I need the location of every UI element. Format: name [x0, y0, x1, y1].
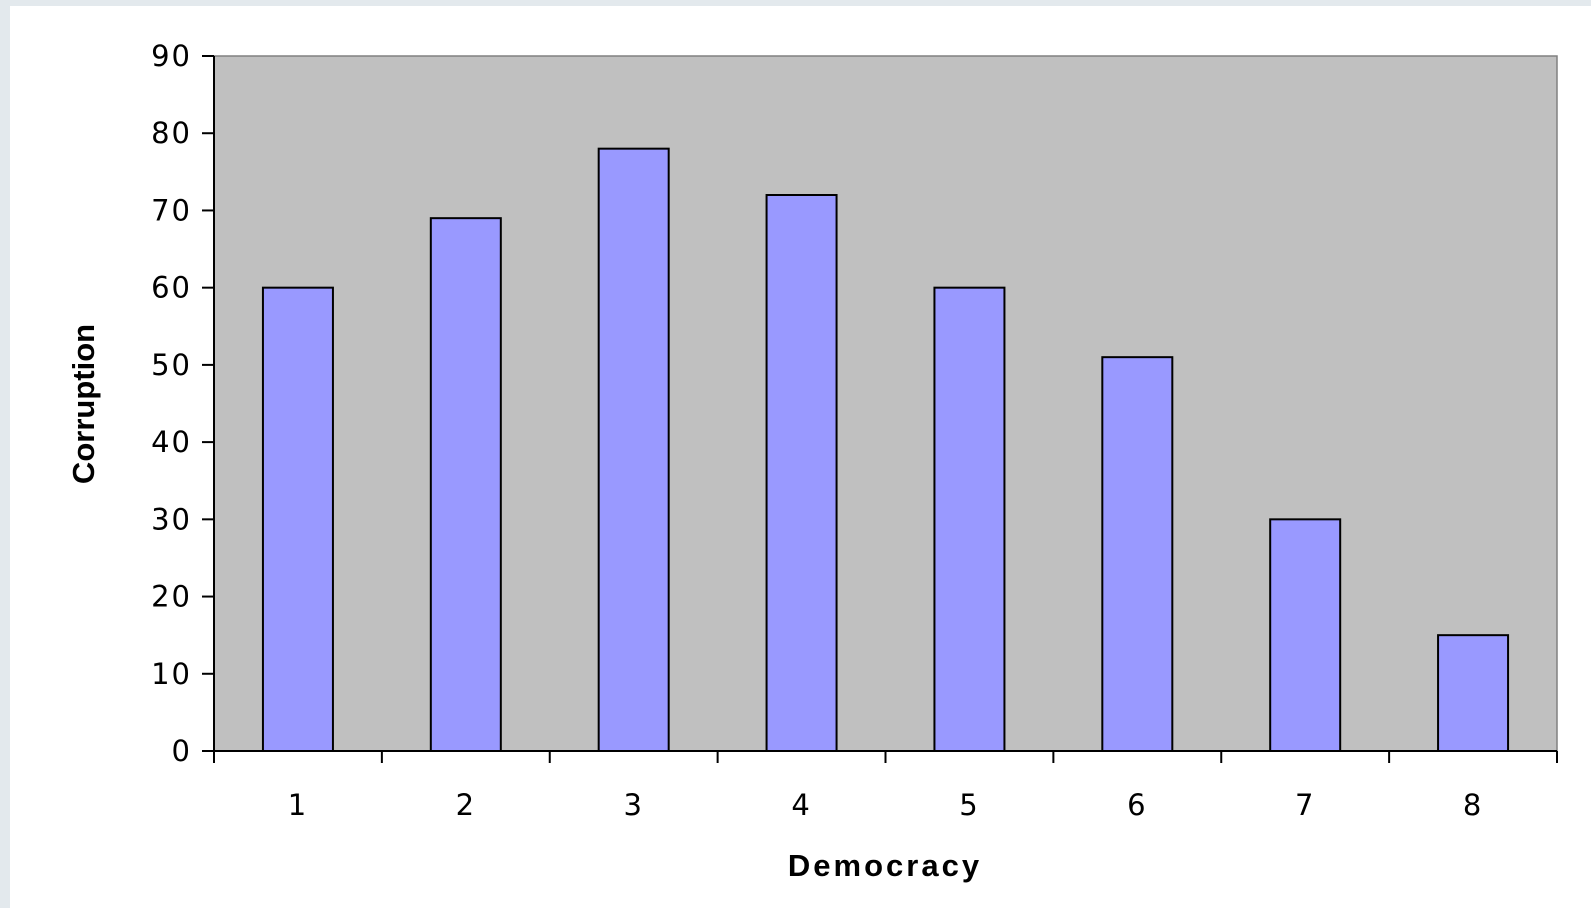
y-axis-title: Corruption: [66, 324, 101, 484]
bar-7: [1269, 518, 1342, 752]
bar-chart: 0 10 20 30 40 50 60 70 80 90 1 2 3 4 5 6 7 8 Democracy Co…: [66, 39, 1558, 883]
y-tick-label-0: 0: [172, 734, 192, 768]
plot-area: [213, 55, 1558, 752]
bars-group: [261, 147, 1510, 753]
bar-6: [1101, 356, 1174, 752]
bar-3: [597, 147, 670, 752]
bar-4: [765, 194, 838, 752]
y-tick-label-80: 80: [151, 116, 192, 150]
y-tick-label-50: 50: [151, 348, 192, 382]
tick-labels-group: 0 10 20 30 40 50 60 70 80 90 1 2 3 4 5 6 7 8: [151, 39, 1483, 822]
y-tick-label-90: 90: [151, 39, 192, 73]
axes-group: [202, 55, 1558, 763]
x-tick-label-6: 6: [1127, 788, 1147, 822]
bar-8: [1437, 634, 1510, 753]
y-tick-label-60: 60: [151, 271, 192, 305]
y-tick-label-30: 30: [151, 502, 192, 536]
y-tick-label-20: 20: [151, 580, 192, 614]
y-tick-label-70: 70: [151, 193, 192, 227]
x-tick-label-3: 3: [623, 788, 643, 822]
y-tick-label-10: 10: [151, 657, 192, 691]
x-tick-label-2: 2: [456, 788, 476, 822]
bar-5: [933, 286, 1006, 752]
x-tick-label-8: 8: [1463, 788, 1483, 822]
chart-frame: 0 10 20 30 40 50 60 70 80 90 1 2 3 4 5 6 7 8 Democracy Co…: [10, 6, 1591, 908]
plot-background: [213, 55, 1558, 752]
x-tick-label-7: 7: [1295, 788, 1315, 822]
x-tick-label-5: 5: [959, 788, 979, 822]
x-tick-label-4: 4: [791, 788, 811, 822]
bar-1: [261, 286, 334, 752]
bar-2: [429, 217, 502, 752]
x-tick-label-1: 1: [288, 788, 308, 822]
x-axis-title: Democracy: [788, 848, 982, 883]
y-tick-label-40: 40: [151, 425, 192, 459]
